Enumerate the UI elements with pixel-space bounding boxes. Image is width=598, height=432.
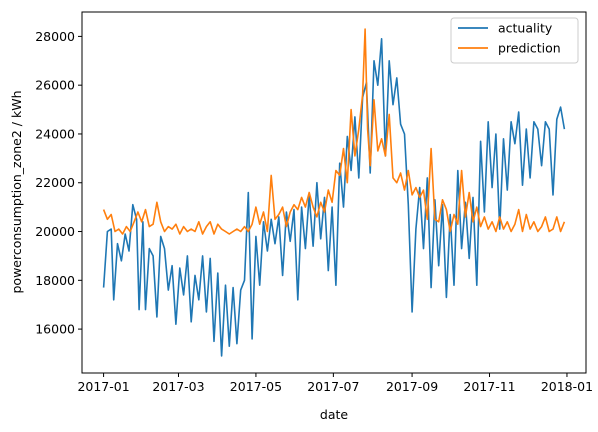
- y-axis: 16000 18000 20000 22000 24000 26000 28000: [35, 29, 82, 337]
- x-tick-label: 2017-11: [463, 379, 515, 394]
- y-tick-label: 26000: [35, 78, 75, 93]
- x-tick-label: 2017-01: [77, 379, 129, 394]
- series-line-actuality: [102, 37, 566, 357]
- x-tick-label: 2017-07: [307, 379, 359, 394]
- series-layer: [102, 28, 566, 357]
- y-tick-label: 18000: [35, 273, 75, 288]
- y-axis-label: powerconsumption_zone2 / kWh: [9, 91, 24, 294]
- x-axis: 2017-01 2017-03 2017-05 2017-07 2017-09 2017-…: [77, 373, 593, 394]
- y-tick-label: 24000: [35, 126, 75, 141]
- y-tick-label: 20000: [35, 224, 75, 239]
- legend: actuality prediction: [450, 17, 579, 64]
- plot-frame: [81, 11, 587, 374]
- x-tick-label: 2017-05: [230, 379, 282, 394]
- x-tick-label: 2017-09: [386, 379, 438, 394]
- y-tick-label: 28000: [35, 29, 75, 44]
- y-tick-label: 16000: [35, 322, 75, 337]
- legend-box: [450, 17, 579, 64]
- x-axis-label: date: [320, 407, 348, 422]
- y-tick-label: 22000: [35, 175, 75, 190]
- series-line-prediction: [102, 28, 566, 235]
- legend-label-actuality: actuality: [498, 21, 553, 36]
- x-tick-label: 2017-03: [152, 379, 204, 394]
- legend-label-prediction: prediction: [498, 41, 561, 56]
- x-tick-label: 2018-01: [541, 379, 593, 394]
